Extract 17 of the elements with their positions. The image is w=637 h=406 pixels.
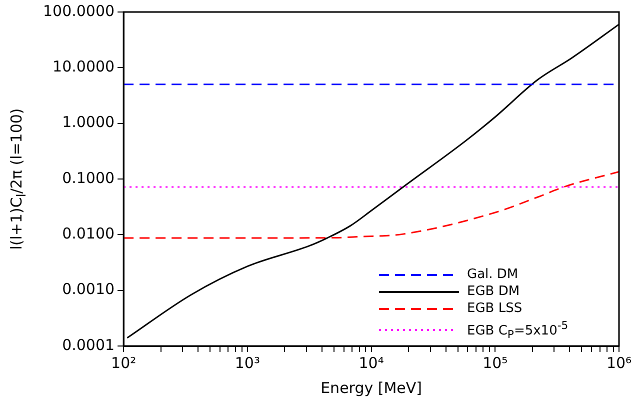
x-axis-title: Energy [MeV] [320, 378, 422, 397]
y-tick-label: 10.0000 [52, 58, 115, 76]
y-tick-label: 1.0000 [62, 113, 115, 132]
y-tick-label: 0.0010 [62, 280, 115, 298]
x-tick-label: 10³ [234, 354, 260, 372]
x-tick-label: 10⁴ [358, 354, 384, 372]
y-tick-label: 100.0000 [42, 2, 115, 20]
legend-label: EGB DM [467, 283, 520, 300]
y-tick-label: 0.0001 [62, 336, 115, 354]
legend-label: EGB LSS [467, 300, 522, 317]
legend-label: Gal. DM [467, 266, 518, 283]
x-tick-label: 10² [111, 354, 136, 372]
x-tick-label: 10⁵ [482, 354, 508, 372]
y-tick-label: 0.1000 [62, 168, 115, 187]
legend-label: EGB C$_{P}$=5x10$^{-5}$ [467, 318, 568, 343]
x-tick-label: 10⁶ [606, 354, 632, 372]
y-tick-label: 0.0100 [62, 224, 115, 243]
